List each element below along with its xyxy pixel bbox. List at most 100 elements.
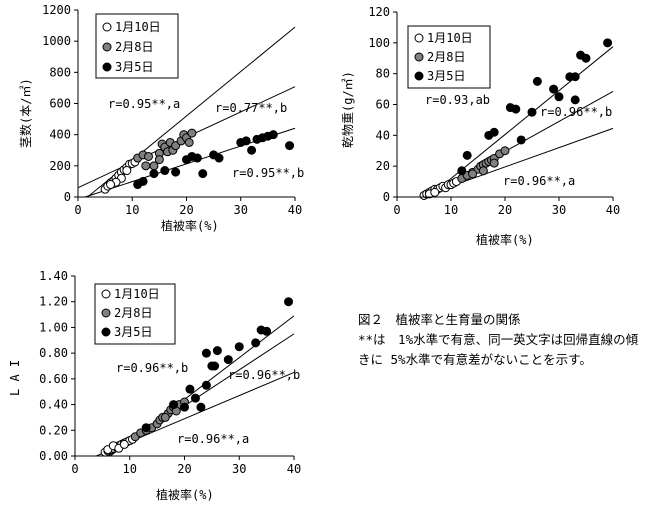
stems-xtick-label: 10 xyxy=(125,203,139,217)
dry_matter-point-gray xyxy=(489,158,499,168)
stems-legend-black-marker xyxy=(102,62,112,72)
lai-ytick-label: 0.00 xyxy=(39,449,68,463)
lai-point-black xyxy=(262,326,272,336)
lai-point-black xyxy=(251,338,261,348)
lai-ytick-label: 1.00 xyxy=(39,320,68,334)
stems-ytick-label: 200 xyxy=(49,159,71,173)
dry-regression-label-2: r=0.96**,b xyxy=(540,105,612,119)
lai-legend-1: 1月10日 xyxy=(114,287,160,301)
lai-legend-gray-marker xyxy=(101,308,111,318)
stems-ytick-label: 400 xyxy=(49,128,71,142)
dry_matter-point-black xyxy=(516,135,526,145)
lai-point-black xyxy=(201,348,211,358)
dry-legend-2: 2月8日 xyxy=(427,50,465,64)
stems-point-black xyxy=(149,169,159,179)
dry-y-label: 乾物重(g/㎡) xyxy=(341,71,355,148)
stems-point-white xyxy=(106,180,116,190)
lai-ytick-label: 0.80 xyxy=(39,346,68,360)
dry-legend-white-marker xyxy=(414,33,424,43)
stems-legend-3: 3月5日 xyxy=(115,60,153,74)
dry_matter-xtick-label: 20 xyxy=(498,203,512,217)
dry_matter-ytick-label: 20 xyxy=(376,159,390,173)
stems-point-gray xyxy=(144,151,154,161)
stems-ytick-label: 600 xyxy=(49,97,71,111)
stems-xtick-label: 30 xyxy=(234,203,248,217)
lai-legend-3: 3月5日 xyxy=(114,325,152,339)
lai-ytick-label: 1.40 xyxy=(39,269,68,283)
stems-point-gray xyxy=(141,161,151,171)
stems-point-white xyxy=(122,166,132,176)
dry_matter-point-gray xyxy=(478,166,488,176)
dry-regression-label-3: r=0.96**,a xyxy=(503,174,575,188)
lai-point-gray xyxy=(160,412,170,422)
stems-point-black xyxy=(138,176,148,186)
lai-regression-label-1: r=0.96**,b xyxy=(116,361,188,375)
dry_matter-point-black xyxy=(581,53,591,63)
stems-point-black xyxy=(247,145,257,155)
stems-marks xyxy=(77,26,296,198)
stems-point-gray xyxy=(187,128,197,138)
dry_matter-ytick-label: 100 xyxy=(368,36,390,50)
lai-xtick-label: 40 xyxy=(287,462,301,476)
dry_matter-point-black xyxy=(511,104,521,114)
dry_matter-point-gray xyxy=(468,169,478,179)
dry-x-label: 植被率(%) xyxy=(476,232,534,247)
stems-ytick-label: 800 xyxy=(49,65,71,79)
stems-point-gray xyxy=(184,137,194,147)
lai-xtick-label: 20 xyxy=(177,462,191,476)
dry_matter-point-black xyxy=(570,95,580,105)
dry_matter-ytick-label: 60 xyxy=(376,98,390,112)
stems-y-label: 茎数(本/㎡) xyxy=(18,78,33,148)
stems-point-gray xyxy=(154,155,164,165)
dry_matter-point-black xyxy=(527,107,537,117)
stems-ytick-label: 1200 xyxy=(42,3,71,17)
lai-legend-2: 2月8日 xyxy=(114,306,152,320)
lai-y-label: L A I xyxy=(8,360,22,396)
lai-xtick-label: 10 xyxy=(123,462,137,476)
dry-legend-1: 1月10日 xyxy=(427,31,473,45)
stems-point-black xyxy=(171,167,181,177)
lai-x-label: 植被率(%) xyxy=(156,487,214,502)
dry_matter-ytick-label: 120 xyxy=(368,5,390,19)
lai-point-black xyxy=(284,297,294,307)
stems-x-label: 植被率(%) xyxy=(161,218,219,233)
stems-point-black xyxy=(285,141,295,151)
dry_matter-point-black xyxy=(532,76,542,86)
panel-lai: 0 10 20 30 40 0.00 0.20 0.40 0.60 0.80 1.00 1.20 1.4… xyxy=(8,269,301,502)
stems-point-black xyxy=(198,169,208,179)
dry_matter-ytick-label: 80 xyxy=(376,67,390,81)
dry-ticks: 0 10 20 30 40 0 20 40 60 80 100 120 xyxy=(368,5,620,217)
caption-note: **は 1%水準で有意、同一英文字は回帰直線の傾きに 5%水準で有意差がないこと… xyxy=(358,332,639,367)
figure-caption: 図２ 植被率と生育量の関係 **は 1%水準で有意、同一英文字は回帰直線の傾きに… xyxy=(358,310,643,370)
dry_matter-xtick-label: 0 xyxy=(393,203,400,217)
lai-legend-white-marker xyxy=(101,289,111,299)
dry_matter-xtick-label: 30 xyxy=(552,203,566,217)
lai-point-black xyxy=(234,342,244,352)
dry_matter-ytick-label: 0 xyxy=(383,190,390,204)
lai-point-black xyxy=(223,355,233,365)
lai-legend-black-marker xyxy=(101,327,111,337)
lai-regression-label-2: r=0.96**,b xyxy=(228,368,300,382)
stems-regression-label-1: r=0.95**,a xyxy=(108,97,180,111)
lai-point-black xyxy=(180,402,189,412)
dry_matter-point-black xyxy=(549,84,559,94)
dry_matter-point-white xyxy=(430,187,440,197)
lai-point-black xyxy=(185,384,195,394)
stems-xtick-label: 0 xyxy=(74,203,81,217)
dry-legend-gray-marker xyxy=(414,52,424,62)
stems-point-black xyxy=(160,166,170,176)
stems-legend-white-marker xyxy=(102,22,112,32)
lai-point-black xyxy=(210,361,220,371)
dry_matter-point-black xyxy=(554,92,564,102)
lai-point-black xyxy=(190,393,200,403)
caption-title: 図２ 植被率と生育量の関係 xyxy=(358,312,521,327)
lai-point-black xyxy=(169,400,179,410)
dry_matter-ytick-label: 40 xyxy=(376,128,390,142)
lai-ytick-label: 0.40 xyxy=(39,398,68,412)
stems-ytick-label: 0 xyxy=(64,190,71,204)
stems-xtick-label: 40 xyxy=(288,203,302,217)
lai-point-black xyxy=(212,346,222,356)
dry-legend-black-marker xyxy=(414,71,424,81)
lai-ytick-label: 1.20 xyxy=(39,295,68,309)
